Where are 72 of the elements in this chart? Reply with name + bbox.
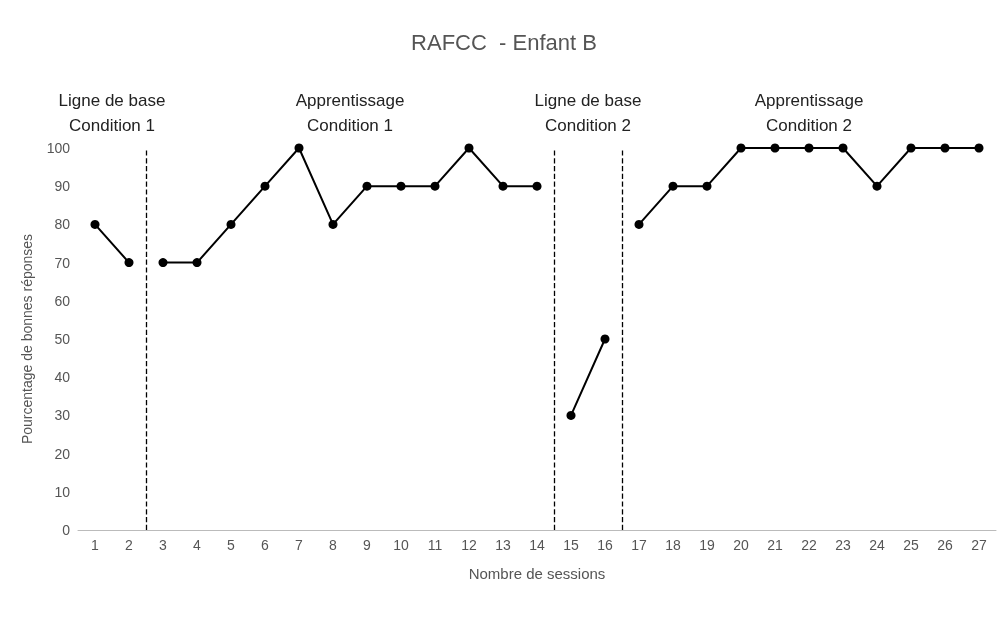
y-tick-label: 50 bbox=[54, 331, 71, 347]
y-tick-label: 20 bbox=[54, 445, 71, 462]
x-tick-label: 7 bbox=[295, 537, 304, 553]
point bbox=[192, 258, 202, 268]
point bbox=[498, 181, 508, 191]
x-tick-label: 4 bbox=[193, 537, 202, 553]
point bbox=[158, 258, 168, 268]
y-tick-label: 100 bbox=[46, 140, 71, 156]
x-tick-label: 8 bbox=[329, 537, 338, 553]
x-tick-label: 12 bbox=[461, 537, 477, 553]
point bbox=[872, 181, 882, 191]
x-tick-label: 14 bbox=[529, 537, 545, 553]
y-tick-label: 80 bbox=[54, 216, 71, 233]
point bbox=[532, 181, 542, 191]
point bbox=[226, 219, 236, 229]
point bbox=[294, 143, 304, 153]
text: Ligne de base Condition 1 bbox=[58, 91, 166, 135]
point bbox=[668, 181, 678, 191]
y-tick-label: 60 bbox=[54, 292, 71, 309]
x-tick-label: 21 bbox=[767, 537, 783, 553]
x-tick-label: 24 bbox=[869, 537, 885, 553]
point bbox=[838, 143, 848, 153]
x-tick-label: 20 bbox=[733, 537, 749, 553]
point bbox=[566, 410, 576, 420]
point bbox=[464, 143, 474, 153]
x-axis-title: Nombre de sessions bbox=[468, 565, 606, 582]
x-tick-label: 11 bbox=[427, 537, 443, 553]
x-tick-label: 2 bbox=[125, 537, 134, 553]
y-tick-label: 70 bbox=[54, 254, 71, 271]
point bbox=[430, 181, 440, 191]
x-tick-label: 26 bbox=[937, 537, 953, 553]
point bbox=[974, 143, 984, 153]
x-tick-label: 10 bbox=[393, 537, 409, 553]
x-tick-label: 17 bbox=[631, 537, 647, 553]
text: Ligne de base Condition 2 bbox=[534, 91, 642, 135]
x-tick-label: 3 bbox=[159, 537, 168, 553]
x-tick-label: 22 bbox=[801, 537, 817, 553]
point bbox=[260, 181, 270, 191]
x-tick-label: 25 bbox=[903, 537, 919, 553]
x-tick-label: 9 bbox=[363, 537, 372, 553]
x-tick-label: 18 bbox=[665, 537, 681, 553]
point bbox=[940, 143, 950, 153]
point bbox=[906, 143, 916, 153]
chart-title: RAFCC - Enfant B bbox=[411, 29, 597, 55]
y-tick-label: 10 bbox=[54, 483, 71, 500]
y-tick-label: 30 bbox=[54, 407, 71, 424]
text: Apprentissage Condition 2 bbox=[754, 91, 864, 135]
x-tick-label: 19 bbox=[699, 537, 715, 553]
point bbox=[328, 219, 338, 229]
y-tick-label: 0 bbox=[62, 522, 71, 538]
x-tick-label: 13 bbox=[495, 537, 511, 553]
y-axis-title: Pourcentage de bonnes réponses bbox=[19, 233, 35, 445]
x-tick-label: 5 bbox=[227, 537, 236, 553]
point bbox=[770, 143, 780, 153]
point bbox=[634, 219, 644, 229]
y-tick-label: 40 bbox=[54, 369, 71, 386]
point bbox=[736, 143, 746, 153]
point bbox=[600, 334, 610, 344]
x-tick-label: 1 bbox=[91, 537, 100, 553]
point bbox=[702, 181, 712, 191]
y-tick-label: 90 bbox=[54, 178, 71, 195]
point bbox=[90, 219, 100, 229]
x-tick-label: 16 bbox=[597, 537, 613, 553]
x-tick-label: 15 bbox=[563, 537, 579, 553]
point bbox=[804, 143, 814, 153]
x-tick-label: 23 bbox=[835, 537, 851, 553]
x-tick-label: 6 bbox=[261, 537, 270, 553]
point bbox=[362, 181, 372, 191]
point bbox=[396, 181, 406, 191]
x-tick-label: 27 bbox=[971, 537, 987, 553]
text: Apprentissage Condition 1 bbox=[295, 91, 405, 135]
point bbox=[124, 258, 134, 268]
